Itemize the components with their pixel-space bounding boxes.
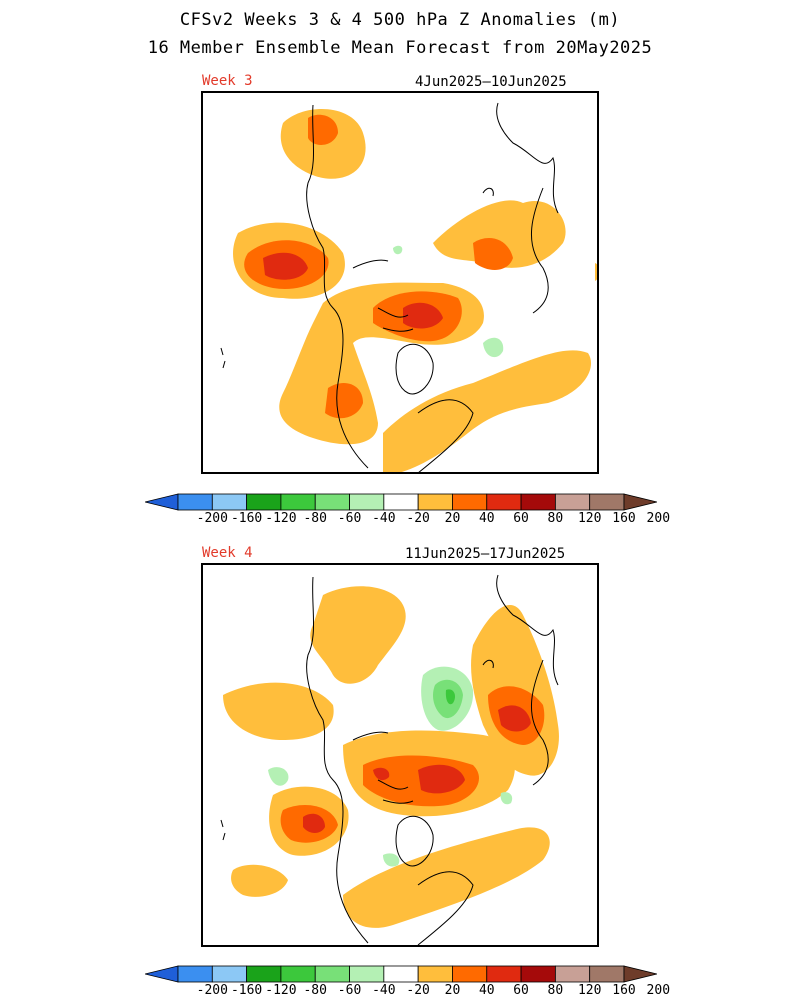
week-3-colorbar xyxy=(145,493,657,511)
colorbar-tick-label: -200 xyxy=(196,511,228,526)
colorbar-swatch xyxy=(383,965,419,983)
colorbar-tick-label: -160 xyxy=(230,983,263,998)
colorbar-swatch xyxy=(589,493,625,511)
colorbar-tick-label: -60 xyxy=(337,511,362,526)
anomaly-20-region xyxy=(383,350,592,472)
anomaly-60-region xyxy=(498,705,531,732)
title-line-2: 16 Member Ensemble Mean Forecast from 20… xyxy=(147,38,653,58)
week-4-map xyxy=(201,563,599,947)
colorbar-swatch xyxy=(246,965,282,983)
colorbar-tick-label: 40 xyxy=(478,511,495,526)
anomaly-40-region xyxy=(325,383,363,419)
colorbar-tick-label: -20 xyxy=(406,511,430,526)
week-3-label: Week 3 xyxy=(202,73,253,89)
title-line-1: CFSv2 Weeks 3 & 4 500 hPa Z Anomalies (m… xyxy=(179,10,621,30)
colorbar-swatch xyxy=(349,965,385,983)
anomaly-20-region xyxy=(310,586,406,684)
week-3-date-range: 4Jun2025—10Jun2025 xyxy=(415,74,567,90)
colorbar-tick-label: 160 xyxy=(612,983,636,998)
colorbar-arrow-high xyxy=(623,965,657,983)
week-4-label: Week 4 xyxy=(202,545,253,561)
colorbar-tick-label: -20 xyxy=(406,983,430,998)
colorbar-swatch xyxy=(314,965,350,983)
colorbar-tick-label: -60 xyxy=(337,983,362,998)
colorbar-tick-label: -120 xyxy=(265,983,297,998)
week-3-anomaly-field xyxy=(220,102,597,472)
colorbar-swatch xyxy=(383,493,419,511)
anomaly-neg20-region xyxy=(268,767,289,786)
anomaly-60-region xyxy=(418,764,465,794)
colorbar-tick-label: -40 xyxy=(372,511,396,526)
week-4-colorbar xyxy=(145,965,657,983)
colorbar-swatch xyxy=(280,965,316,983)
colorbar-swatch xyxy=(211,965,248,983)
anomaly-40-region xyxy=(473,238,513,270)
colorbar-swatch xyxy=(246,493,282,511)
colorbar-arrow-low xyxy=(145,965,179,983)
colorbar-tick-label: -200 xyxy=(196,983,228,998)
colorbar-tick-label: -80 xyxy=(303,511,327,526)
anomaly-20-region xyxy=(343,827,550,928)
coastlines xyxy=(220,102,559,472)
anomaly-20-region xyxy=(231,864,288,897)
colorbar-swatch xyxy=(589,965,625,983)
colorbar-tick-label: -120 xyxy=(265,511,297,526)
colorbar-swatch xyxy=(452,493,488,511)
colorbar-swatch xyxy=(520,965,556,983)
week-3-map xyxy=(201,91,599,474)
anomaly-20-region xyxy=(223,682,334,740)
colorbar-swatch xyxy=(486,965,522,983)
week-4-date-range: 11Jun2025—17Jun2025 xyxy=(405,546,566,562)
colorbar-swatch xyxy=(349,493,385,511)
colorbar-tick-label: 200 xyxy=(646,983,671,998)
colorbar-swatch xyxy=(452,965,488,983)
colorbar-swatch xyxy=(177,493,213,511)
colorbar-swatch xyxy=(417,965,453,983)
colorbar-tick-label: -40 xyxy=(372,983,396,998)
colorbar-tick-label: 120 xyxy=(577,983,602,998)
colorbar-swatch xyxy=(554,965,591,983)
colorbar-tick-label: 80 xyxy=(547,511,564,526)
week-4-colorbar-labels: -200 -160 -120 -80 -60 -40 -20 20 40 60 80 120 160 20… xyxy=(145,983,670,999)
colorbar-arrow-low xyxy=(145,493,179,511)
colorbar-tick-label: -160 xyxy=(230,511,263,526)
colorbar-swatch xyxy=(486,493,522,511)
colorbar-tick-label: -80 xyxy=(303,983,327,998)
anomaly-60-region xyxy=(303,813,325,833)
anomaly-neg20-region xyxy=(383,853,400,867)
colorbar-tick-label: 40 xyxy=(478,983,495,998)
week-4-anomaly-field xyxy=(220,574,559,945)
colorbar-swatch xyxy=(554,493,591,511)
coastlines xyxy=(220,574,559,945)
anomaly-40-region xyxy=(308,114,338,145)
colorbar-tick-label: 160 xyxy=(612,511,636,526)
anomaly-20-region xyxy=(433,200,566,268)
anomaly-60-region xyxy=(403,302,443,329)
anomaly-neg20-region xyxy=(500,792,513,805)
colorbar-tick-label: 80 xyxy=(547,983,564,998)
colorbar-tick-label: 60 xyxy=(513,511,529,526)
anomaly-neg20-region xyxy=(393,245,403,255)
anomaly-20-region xyxy=(595,263,597,281)
anomaly-60-region xyxy=(373,767,390,781)
colorbar-swatch xyxy=(314,493,350,511)
colorbar-swatch xyxy=(417,493,453,511)
week-3-colorbar-labels: -200 -160 -120 -80 -60 -40 -20 20 40 60 80 120 160 20… xyxy=(145,511,670,527)
anomaly-neg60-region xyxy=(445,689,456,705)
colorbar-tick-label: 20 xyxy=(444,983,461,998)
colorbar-swatch xyxy=(280,493,316,511)
anomaly-60-region xyxy=(263,252,308,280)
anomaly-neg20-region xyxy=(483,337,504,358)
colorbar-swatch xyxy=(177,965,213,983)
colorbar-arrow-high xyxy=(623,493,657,511)
colorbar-tick-label: 60 xyxy=(513,983,529,998)
colorbar-tick-label: 200 xyxy=(646,511,671,526)
colorbar-tick-label: 120 xyxy=(577,511,602,526)
colorbar-tick-label: 20 xyxy=(444,511,461,526)
colorbar-swatch xyxy=(520,493,556,511)
colorbar-swatch xyxy=(211,493,248,511)
